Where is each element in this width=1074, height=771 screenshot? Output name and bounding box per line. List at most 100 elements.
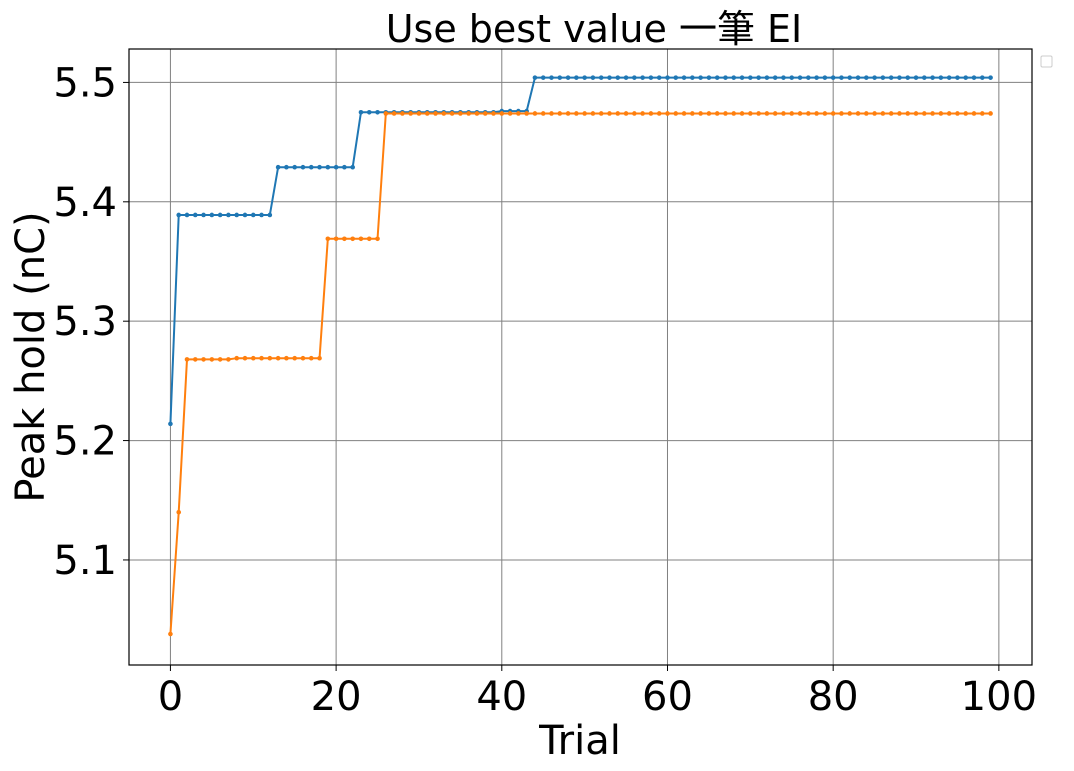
data-point [690,111,695,116]
grid-lines [129,49,1032,665]
data-point [607,75,612,80]
data-point [855,111,861,116]
data-point [772,75,778,80]
data-point [764,75,770,80]
data-point [665,75,670,80]
x-tick-label: 0 [158,674,183,720]
x-axis-ticks: 0 20 40 60 80 100 [158,665,1037,720]
data-point [930,75,935,80]
data-point [963,75,969,80]
data-point [549,111,554,116]
y-tick-label: 5.2 [53,419,117,465]
data-point [673,111,679,116]
data-point [234,212,239,218]
data-point [201,357,206,362]
data-point [830,75,836,80]
data-point [192,357,198,362]
series-2 [168,111,993,637]
data-point [482,111,488,116]
data-point [888,75,894,80]
data-point [366,109,372,115]
x-tick-label: 100 [961,674,1037,720]
x-tick-label: 80 [808,674,859,720]
data-point [781,75,786,80]
data-point [855,75,861,80]
y-tick-label: 5.3 [53,299,117,345]
data-point [284,355,289,361]
data-point [234,355,239,361]
data-point [375,236,380,242]
data-point [781,111,786,116]
data-point [698,75,703,80]
data-point [549,75,554,80]
data-point [731,75,737,80]
data-point [739,111,745,116]
data-point [723,75,728,80]
data-point [748,75,753,80]
data-point [706,75,712,80]
data-point [988,75,993,80]
data-point [184,357,190,362]
data-point [424,111,430,116]
data-point [242,212,248,218]
data-point [466,111,471,116]
y-axis-label: Peak hold (nC) [8,211,54,502]
data-point [971,75,977,80]
data-point [499,111,505,116]
data-point [797,111,803,116]
data-point [226,212,231,218]
data-point [574,75,579,80]
data-point [176,212,182,218]
data-point [922,75,927,80]
data-point [789,111,795,116]
series-1 [168,75,993,427]
data-point [880,111,886,116]
data-point [822,75,828,80]
data-point [615,111,621,116]
data-point [582,111,587,116]
data-point [681,111,687,116]
data-point [640,75,645,80]
data-point [607,111,612,116]
data-point [408,111,413,116]
data-point [714,111,720,116]
data-point [590,111,596,116]
data-point [681,75,687,80]
data-point [979,75,985,80]
data-point [938,75,944,80]
data-point [565,111,571,116]
data-point [814,111,819,116]
data-point [300,164,306,170]
data-point [723,111,728,116]
data-point [333,164,339,170]
data-point [814,75,819,80]
data-point [242,355,248,361]
data-point [756,75,761,80]
y-tick-label: 5.4 [53,180,117,226]
data-point [913,75,919,80]
data-point [673,75,679,80]
data-point [433,111,438,116]
data-point [582,75,587,80]
data-point [267,355,273,361]
data-point [532,111,538,116]
data-point [839,111,844,116]
data-point [358,236,364,242]
data-point [391,111,397,116]
data-point [400,111,405,116]
data-point [748,111,753,116]
data-point [574,111,579,116]
data-point [756,111,761,116]
data-point [259,212,264,218]
chart-title: Use best value 一筆 EI [386,7,803,51]
data-point [375,109,380,115]
data-point [598,111,604,116]
data-point [698,111,703,116]
data-point [897,75,902,80]
data-point [201,212,206,218]
data-point [623,75,629,80]
y-tick-label: 5.5 [53,60,117,106]
data-point [847,111,853,116]
y-axis-ticks: 5.1 5.2 5.3 5.4 5.5 [53,60,129,584]
